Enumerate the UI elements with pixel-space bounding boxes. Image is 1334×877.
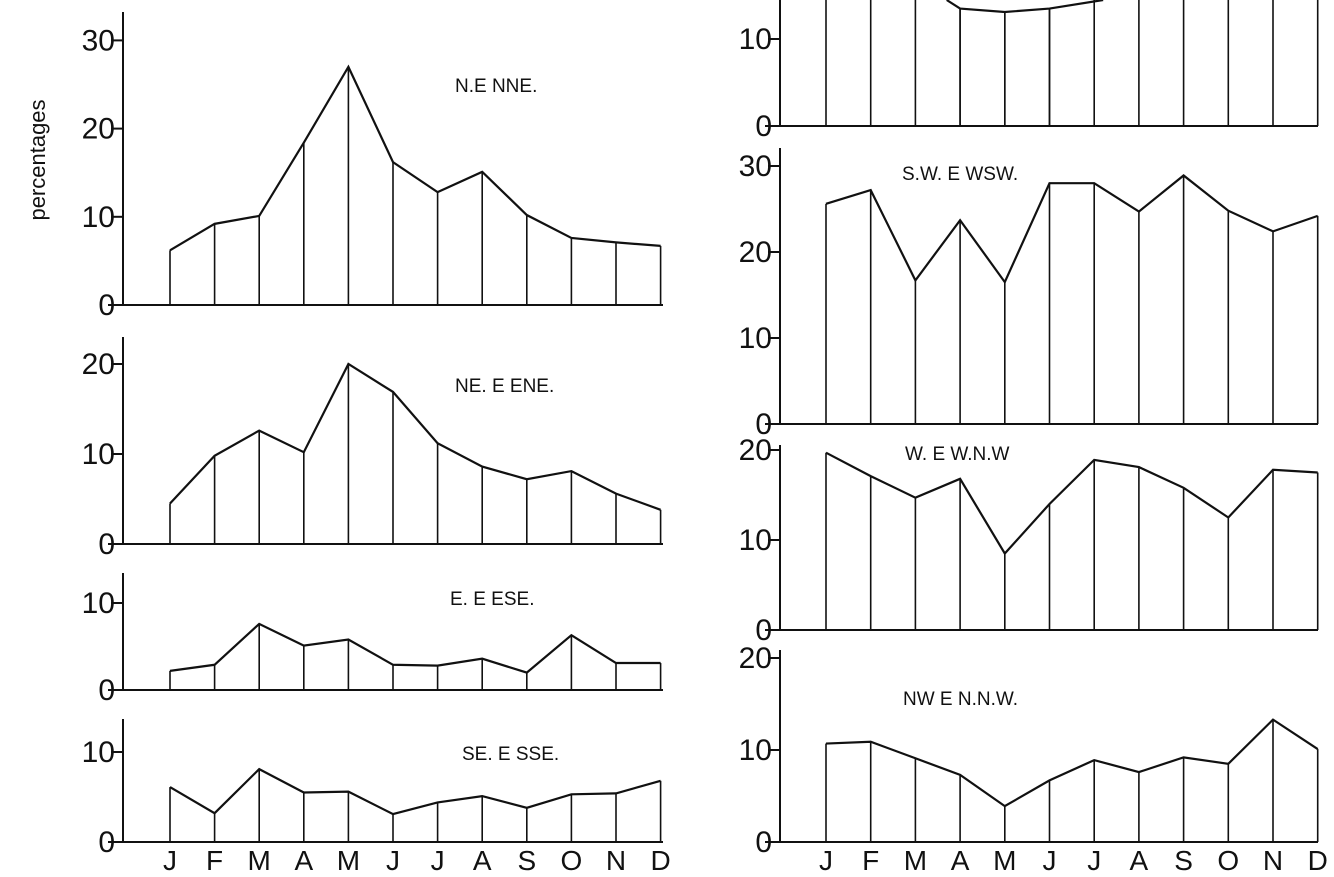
y-tick-label: 20 — [739, 434, 772, 467]
month-label: O — [1217, 845, 1239, 876]
panel-label: E. E ESE. — [450, 589, 534, 610]
y-tick-label: 30 — [739, 150, 772, 183]
month-label: D — [650, 845, 670, 876]
month-label: J — [1043, 845, 1057, 876]
panel-4: 0 10 SE. E SSE. — [82, 719, 663, 859]
month-label: F — [206, 845, 223, 876]
month-label: N — [1263, 845, 1283, 876]
y-tick-label: 10 — [82, 587, 115, 620]
month-label: J — [386, 845, 400, 876]
panel-label: W. E W.N.W — [905, 444, 1010, 465]
y-tick-label: 0 — [98, 826, 115, 859]
y-tick-label: 30 — [82, 24, 115, 57]
y-tick-label: 0 — [98, 674, 115, 707]
data-line — [825, 451, 1318, 556]
panel-6: 0 10 20 30 S.W. E WSW. — [739, 148, 1319, 441]
month-label: A — [951, 845, 970, 876]
data-line — [169, 767, 661, 816]
y-tick-label: 0 — [755, 826, 772, 859]
panel-label: NE. E ENE. — [455, 376, 554, 397]
month-label: A — [473, 845, 492, 876]
panel-label: N.E NNE. — [455, 76, 537, 97]
y-tick-label: 0 — [98, 528, 115, 561]
month-label: D — [1308, 845, 1328, 876]
y-tick-label: 10 — [739, 524, 772, 557]
month-label: J — [431, 845, 445, 876]
month-label: S — [1174, 845, 1193, 876]
data-line — [946, 0, 1104, 14]
y-tick-label: 10 — [82, 736, 115, 769]
data-line — [825, 174, 1319, 285]
panel-label: SE. E SSE. — [462, 744, 559, 765]
month-label: M — [904, 845, 927, 876]
month-label: J — [163, 845, 177, 876]
panel-label: S.W. E WSW. — [902, 164, 1018, 185]
data-line — [169, 64, 661, 252]
month-label: M — [337, 845, 360, 876]
chart-panels: 0 10 20 30 N.E NNE. 0 10 20 NE. E ENE. 0 10 E. E ES… — [82, 0, 1319, 859]
data-line — [169, 622, 661, 674]
y-tick-label: 10 — [82, 438, 115, 471]
month-label: N — [606, 845, 626, 876]
month-label: S — [517, 845, 536, 876]
month-label: A — [1130, 845, 1149, 876]
month-label: A — [294, 845, 313, 876]
data-line — [169, 362, 661, 511]
y-tick-label: 0 — [755, 614, 772, 647]
y-tick-label: 10 — [739, 734, 772, 767]
y-tick-label: 0 — [98, 289, 115, 322]
panel-label: NW E N.N.W. — [903, 689, 1018, 710]
panel-2: 0 10 20 NE. E ENE. — [82, 337, 663, 561]
month-label: J — [1087, 845, 1101, 876]
panel-8: 0 10 20 NW E N.N.W. — [739, 642, 1319, 859]
panel-1: 0 10 20 30 N.E NNE. — [82, 12, 663, 322]
panel-3: 0 10 E. E ESE. — [82, 573, 663, 707]
y-tick-label: 10 — [82, 201, 115, 234]
panel-5: 0 10 — [739, 0, 1319, 143]
month-label: M — [248, 845, 271, 876]
panel-7: 0 10 20 W. E W.N.W — [739, 434, 1319, 647]
y-tick-label: 20 — [739, 236, 772, 269]
y-tick-label: 20 — [739, 642, 772, 675]
month-label: J — [819, 845, 833, 876]
y-tick-label: 0 — [755, 110, 772, 143]
y-tick-label: 20 — [82, 113, 115, 146]
y-tick-label: 20 — [82, 348, 115, 381]
month-label: F — [862, 845, 879, 876]
y-axis-label: percentages — [25, 99, 50, 220]
y-tick-label: 0 — [755, 408, 772, 441]
y-tick-label: 10 — [739, 322, 772, 355]
month-label: M — [993, 845, 1016, 876]
month-label: O — [561, 845, 583, 876]
y-tick-label: 10 — [739, 23, 772, 56]
data-line — [825, 718, 1319, 808]
